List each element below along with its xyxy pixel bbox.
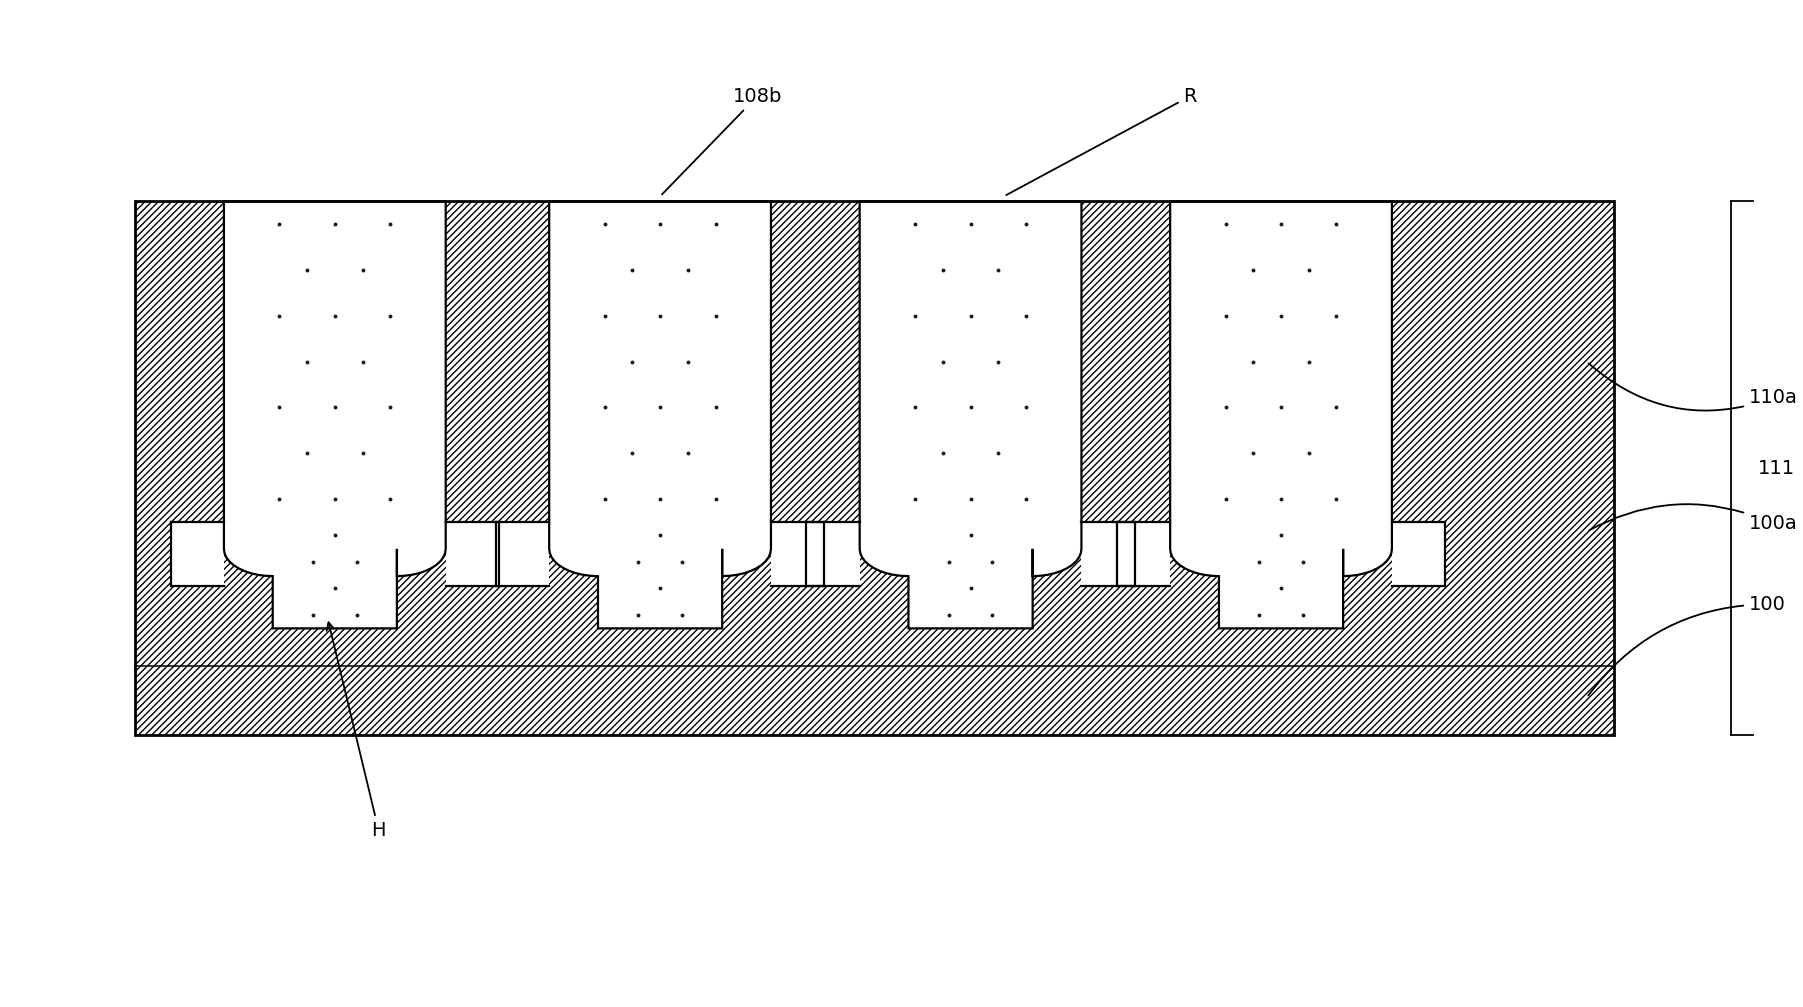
Text: R: R: [1006, 87, 1197, 195]
Bar: [135, 201, 1614, 735]
Bar: [1392, 522, 1446, 586]
Bar: [135, 201, 1614, 735]
Text: H: H: [326, 622, 386, 840]
Text: 110a: 110a: [1588, 364, 1798, 411]
Text: 100: 100: [1588, 595, 1785, 696]
Text: 111: 111: [1758, 459, 1796, 477]
Bar: [171, 522, 224, 586]
Bar: [806, 522, 860, 586]
Text: 108b: 108b: [662, 87, 783, 194]
Polygon shape: [224, 201, 445, 628]
Bar: [445, 522, 499, 586]
Text: 100a: 100a: [1588, 505, 1798, 533]
Polygon shape: [550, 201, 772, 628]
Bar: [1082, 522, 1134, 586]
Bar: [1116, 522, 1170, 586]
Bar: [772, 522, 824, 586]
Bar: [135, 201, 1614, 735]
Polygon shape: [1170, 201, 1392, 628]
Polygon shape: [860, 201, 1082, 628]
Bar: [496, 522, 550, 586]
